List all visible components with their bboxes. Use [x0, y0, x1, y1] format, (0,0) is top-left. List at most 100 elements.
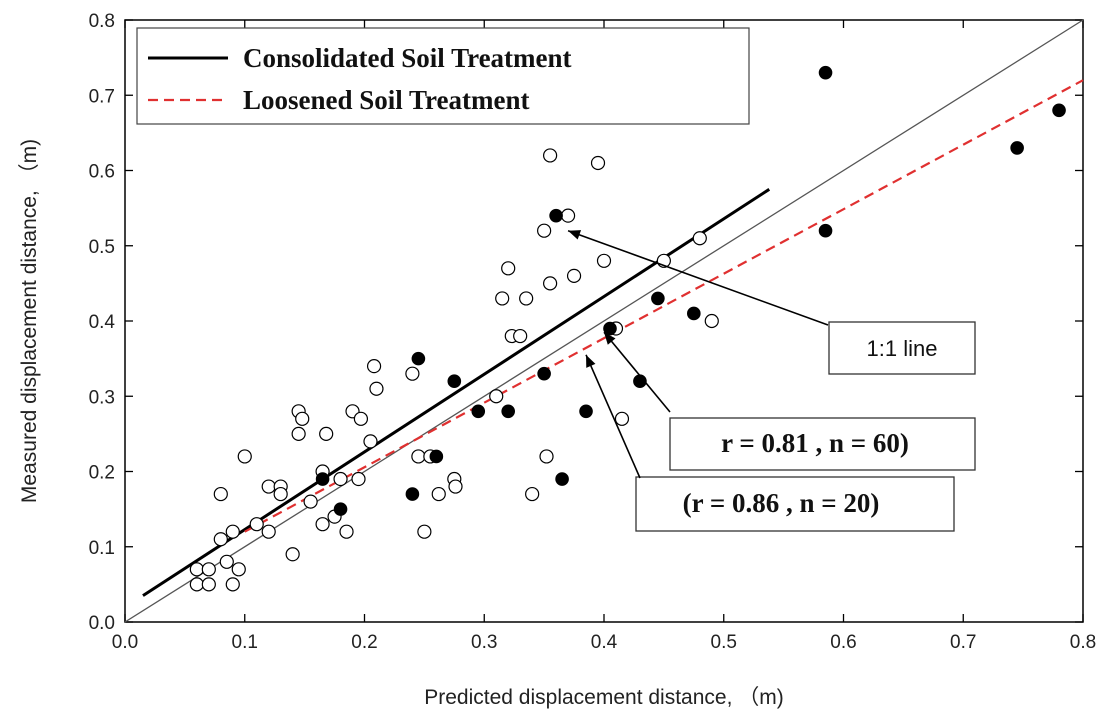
open-point: [411, 449, 426, 464]
arrow-head: [586, 354, 596, 368]
y-tick-label: 0.4: [89, 312, 116, 333]
annotation-box: [669, 417, 976, 471]
x-axis-title: Predicted displacement distance, （m): [424, 686, 784, 709]
y-tick-label: 0.6: [89, 162, 115, 183]
x-tick-label: 0.7: [950, 632, 976, 653]
y-tick-label: 0.0: [89, 613, 115, 634]
open-point: [539, 449, 554, 464]
open-point: [431, 486, 446, 502]
filled-point: [447, 374, 462, 389]
open-point: [249, 517, 264, 532]
x-tick-label: 0.2: [351, 632, 377, 653]
open-point: [363, 434, 378, 449]
filled-point: [579, 404, 593, 419]
open-point: [189, 577, 204, 592]
y-axis-title: Measured displacement distance, （m): [18, 139, 41, 503]
filled-point: [555, 472, 569, 486]
open-point: [319, 426, 334, 441]
x-tick-label: 0.3: [471, 632, 497, 653]
x-tick-label: 0.5: [711, 632, 737, 653]
y-tick-label: 0.8: [89, 11, 115, 32]
filled-point: [818, 65, 833, 80]
filled-point: [818, 223, 833, 238]
open-point: [543, 148, 558, 163]
open-point: [339, 524, 354, 539]
open-point: [351, 471, 366, 487]
y-tick-label: 0.3: [89, 387, 115, 408]
filled-point: [1052, 103, 1066, 118]
x-tick-label: 0.8: [1070, 632, 1096, 653]
annotation-arrow: [585, 354, 641, 479]
arrow-head: [604, 332, 616, 345]
y-tick-label: 0.2: [89, 463, 115, 484]
filled-point: [687, 306, 701, 321]
filled-point: [471, 404, 486, 419]
open-point: [513, 328, 528, 344]
open-point: [315, 517, 330, 532]
filled-point: [603, 321, 617, 336]
open-point: [303, 494, 318, 509]
one-to-one-line: [124, 19, 1084, 623]
open-point: [237, 449, 252, 464]
arrow-head: [568, 230, 582, 240]
open-point: [225, 577, 240, 592]
open-point: [219, 554, 234, 569]
open-point: [590, 155, 606, 171]
open-point: [291, 426, 306, 441]
x-tick-label: 0.0: [112, 632, 138, 653]
open-point: [417, 524, 432, 539]
open-point: [189, 562, 204, 577]
open-point: [261, 479, 276, 494]
filled-point: [333, 502, 348, 516]
open-point: [201, 577, 216, 592]
x-tick-label: 0.1: [232, 632, 258, 653]
y-tick-label: 0.7: [89, 86, 115, 107]
legend-label: Loosened Soil Treatment: [243, 85, 530, 115]
open-point: [537, 223, 552, 238]
regression-line-2: [244, 79, 1084, 533]
open-point: [213, 532, 228, 547]
open-point: [366, 359, 382, 374]
open-point: [333, 471, 348, 487]
annotation-arrow: [603, 331, 671, 413]
filled-point: [1010, 141, 1024, 155]
open-point: [489, 389, 504, 404]
open-point: [405, 366, 420, 381]
open-point: [213, 486, 228, 502]
annotation-arrow: [567, 229, 829, 326]
filled-point: [315, 472, 330, 486]
open-point: [501, 261, 516, 276]
annotation-label: (r = 0.86 , n = 20): [683, 488, 880, 518]
filled-point: [429, 449, 444, 464]
annotation-box: [828, 321, 976, 375]
y-tick-label: 0.5: [89, 237, 115, 258]
open-point: [519, 291, 534, 306]
x-tick-label: 0.6: [830, 632, 856, 653]
open-point: [525, 486, 540, 502]
open-point: [704, 313, 719, 329]
open-point: [295, 411, 310, 426]
filled-point: [411, 351, 426, 366]
annotation-box: [635, 476, 955, 532]
x-tick-label: 0.4: [591, 632, 618, 653]
filled-point: [405, 487, 420, 501]
annotation-label: r = 0.81 , n = 60): [721, 428, 909, 458]
annotation-label: 1:1 line: [867, 336, 938, 361]
y-tick-label: 0.1: [89, 538, 115, 559]
filled-point: [549, 208, 563, 223]
filled-point: [501, 404, 516, 419]
open-point: [369, 381, 384, 396]
legend-label: Consolidated Soil Treatment: [243, 43, 572, 73]
open-point: [614, 411, 630, 426]
open-point: [692, 231, 707, 246]
filled-point: [651, 291, 665, 306]
open-point: [273, 486, 288, 502]
open-point: [495, 291, 510, 306]
open-point: [543, 276, 558, 291]
open-point: [201, 562, 216, 577]
open-point: [231, 562, 246, 577]
open-point: [353, 411, 369, 426]
open-point: [448, 479, 463, 494]
open-point: [596, 253, 612, 268]
